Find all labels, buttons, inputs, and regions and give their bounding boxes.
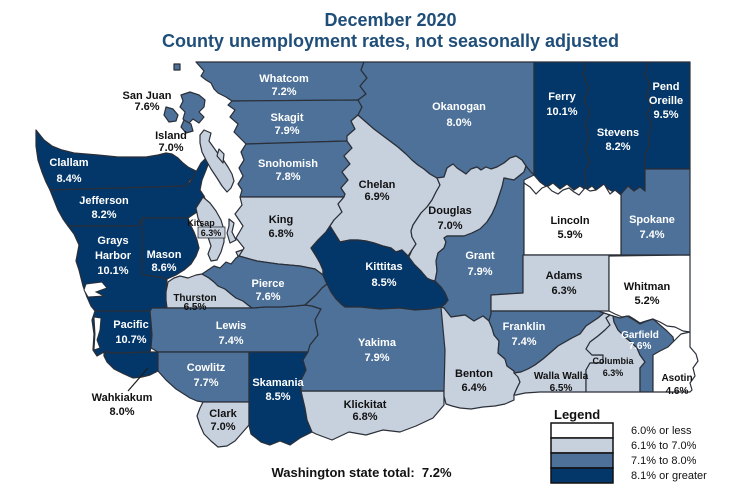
svg-text:6.3%: 6.3% <box>603 368 624 378</box>
svg-text:6.4%: 6.4% <box>461 382 486 394</box>
svg-text:6.8%: 6.8% <box>352 411 377 423</box>
svg-text:7.8%: 7.8% <box>275 171 300 183</box>
svg-text:4.6%: 4.6% <box>666 386 689 397</box>
svg-text:7.9%: 7.9% <box>274 125 299 137</box>
svg-text:Lincoln: Lincoln <box>550 215 589 227</box>
svg-text:Columbia: Columbia <box>592 356 634 366</box>
svg-text:8.4%: 8.4% <box>56 173 81 185</box>
svg-text:Ferry: Ferry <box>548 91 576 103</box>
svg-text:Grant: Grant <box>465 250 495 262</box>
svg-text:Jefferson: Jefferson <box>79 195 129 207</box>
svg-text:6.9%: 6.9% <box>364 191 389 203</box>
svg-text:Whitman: Whitman <box>624 281 671 293</box>
svg-text:Garfield: Garfield <box>621 330 659 341</box>
svg-text:Lewis: Lewis <box>216 320 247 332</box>
svg-text:10.1%: 10.1% <box>97 265 128 277</box>
svg-text:6.3%: 6.3% <box>201 228 222 238</box>
svg-text:7.6%: 7.6% <box>255 291 280 303</box>
svg-text:8.2%: 8.2% <box>91 209 116 221</box>
svg-text:Pend: Pend <box>653 81 680 93</box>
svg-text:San Juan: San Juan <box>123 90 172 102</box>
svg-text:7.4%: 7.4% <box>639 229 664 241</box>
svg-text:5.9%: 5.9% <box>557 229 582 241</box>
svg-text:9.5%: 9.5% <box>653 109 678 121</box>
svg-text:10.1%: 10.1% <box>546 106 577 118</box>
svg-text:7.1% to 8.0%: 7.1% to 8.0% <box>631 455 697 467</box>
svg-text:Oreille: Oreille <box>649 95 683 107</box>
svg-text:8.5%: 8.5% <box>371 277 396 289</box>
svg-text:Pacific: Pacific <box>113 319 148 331</box>
svg-text:7.0%: 7.0% <box>158 142 183 154</box>
svg-text:7.9%: 7.9% <box>467 266 492 278</box>
svg-text:10.7%: 10.7% <box>115 334 146 346</box>
svg-text:Franklin: Franklin <box>503 321 546 333</box>
svg-text:6.0% or less: 6.0% or less <box>631 425 692 437</box>
svg-text:Douglas: Douglas <box>428 205 471 217</box>
svg-text:Kittitas: Kittitas <box>365 261 402 273</box>
svg-text:Skamania: Skamania <box>252 377 304 389</box>
svg-text:Island: Island <box>155 130 187 142</box>
svg-text:Kitsap: Kitsap <box>187 218 215 228</box>
svg-text:7.4%: 7.4% <box>511 336 536 348</box>
svg-text:7.9%: 7.9% <box>364 352 389 364</box>
svg-text:Cowlitz: Cowlitz <box>187 362 226 374</box>
svg-text:Harbor: Harbor <box>95 250 132 262</box>
svg-text:8.1% or greater: 8.1% or greater <box>631 470 707 482</box>
svg-text:Snohomish: Snohomish <box>258 158 318 170</box>
svg-text:Pierce: Pierce <box>251 278 284 290</box>
svg-text:Mason: Mason <box>147 249 182 261</box>
svg-text:6.5%: 6.5% <box>184 302 207 313</box>
svg-text:7.4%: 7.4% <box>218 335 243 347</box>
svg-text:Stevens: Stevens <box>597 127 639 139</box>
svg-text:Chelan: Chelan <box>359 179 396 191</box>
svg-text:Thurston: Thurston <box>173 293 216 304</box>
svg-text:6.5%: 6.5% <box>550 383 573 394</box>
svg-text:6.1% to 7.0%: 6.1% to 7.0% <box>631 440 697 452</box>
svg-text:7.7%: 7.7% <box>193 377 218 389</box>
svg-text:Adams: Adams <box>546 270 583 282</box>
svg-text:8.0%: 8.0% <box>446 117 471 129</box>
svg-text:7.0%: 7.0% <box>210 421 235 433</box>
svg-text:6.8%: 6.8% <box>268 228 293 240</box>
svg-text:Clark: Clark <box>209 408 237 420</box>
svg-text:Walla Walla: Walla Walla <box>534 371 589 382</box>
svg-text:Legend: Legend <box>554 407 600 422</box>
svg-text:Clallam: Clallam <box>49 157 88 169</box>
svg-text:7.6%: 7.6% <box>629 341 652 352</box>
svg-text:Benton: Benton <box>455 368 493 380</box>
svg-text:King: King <box>269 214 293 226</box>
svg-text:7.6%: 7.6% <box>134 101 159 113</box>
svg-text:8.0%: 8.0% <box>109 406 134 418</box>
svg-text:Grays: Grays <box>97 235 128 247</box>
svg-text:Asotin: Asotin <box>661 373 692 384</box>
svg-text:Klickitat: Klickitat <box>344 399 387 411</box>
svg-text:Okanogan: Okanogan <box>432 101 486 113</box>
svg-text:Skagit: Skagit <box>270 112 303 124</box>
svg-text:8.2%: 8.2% <box>605 141 630 153</box>
svg-text:Yakima: Yakima <box>358 337 397 349</box>
svg-text:Spokane: Spokane <box>629 214 675 226</box>
svg-text:7.0%: 7.0% <box>437 220 462 232</box>
svg-text:5.2%: 5.2% <box>634 295 659 307</box>
svg-text:8.5%: 8.5% <box>265 391 290 403</box>
svg-text:7.2%: 7.2% <box>271 86 296 98</box>
svg-text:6.3%: 6.3% <box>551 285 576 297</box>
svg-text:Wahkiakum: Wahkiakum <box>92 392 153 404</box>
svg-text:8.6%: 8.6% <box>151 262 176 274</box>
svg-text:Whatcom: Whatcom <box>259 73 309 85</box>
